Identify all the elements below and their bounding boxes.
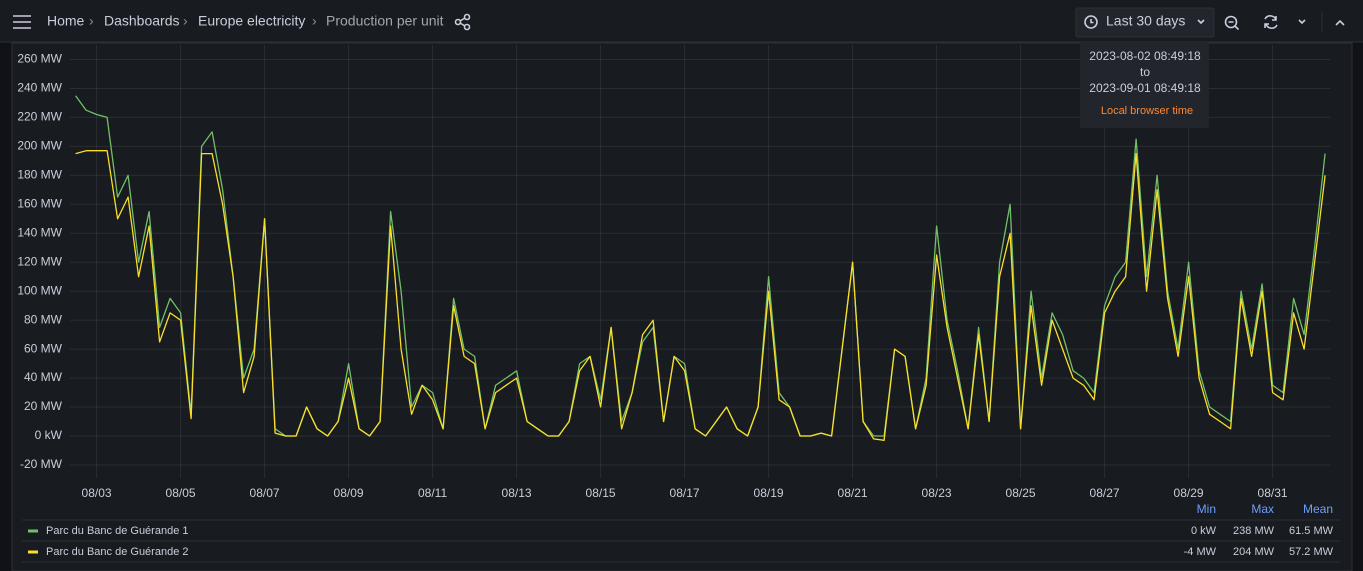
x-tick-label: 08/05 <box>166 486 196 500</box>
x-tick-label: 08/21 <box>838 486 868 500</box>
tooltip-to-label: to <box>1140 65 1150 79</box>
y-tick-label: 100 MW <box>17 283 62 297</box>
legend-header: Max <box>1251 502 1274 516</box>
x-tick-label: 08/13 <box>502 486 532 500</box>
zoom-out[interactable] <box>1224 15 1240 31</box>
refresh-chevron[interactable] <box>1298 19 1306 25</box>
collapse[interactable] <box>1335 19 1345 26</box>
y-tick-label: 260 MW <box>17 52 62 66</box>
x-tick-label: 08/23 <box>922 486 952 500</box>
time-picker-label[interactable]: Last 30 days <box>1106 13 1185 29</box>
y-tick-label: 80 MW <box>24 312 63 326</box>
tooltip-box <box>1080 42 1209 128</box>
y-tick-label: 200 MW <box>17 139 62 153</box>
y-tick-label: 180 MW <box>17 168 62 182</box>
y-tick-label: 20 MW <box>24 399 63 413</box>
y-tick-label: 240 MW <box>17 81 62 95</box>
x-tick-label: 08/19 <box>754 486 784 500</box>
legend-stat: 57.2 MW <box>1289 546 1334 558</box>
legend-stat: -4 MW <box>1184 546 1217 558</box>
y-tick-label: 160 MW <box>17 196 62 210</box>
breadcrumb-item[interactable]: Europe electricity <box>198 13 305 29</box>
x-tick-label: 08/25 <box>1006 486 1036 500</box>
breadcrumb-item[interactable]: Home <box>47 13 85 29</box>
breadcrumb-sep: › <box>89 13 94 29</box>
legend-header: Mean <box>1303 502 1333 516</box>
legend-label: Parc du Banc de Guérande 2 <box>46 546 188 558</box>
legend-label: Parc du Banc de Guérande 1 <box>46 525 188 537</box>
x-tick-label: 08/27 <box>1090 486 1120 500</box>
breadcrumb-current: Production per unit <box>326 13 444 29</box>
breadcrumb-sep: › <box>312 13 317 29</box>
y-tick-label: 140 MW <box>17 225 62 239</box>
plot: -20 MW 0 kW 20 MW 40 MW 60 MW 80 MW 100 MW 120 … <box>17 45 1330 500</box>
y-tick-label: 40 MW <box>24 370 63 384</box>
y-tick-label: 60 MW <box>24 341 63 355</box>
x-tick-label: 08/15 <box>586 486 616 500</box>
legend-stat: 238 MW <box>1233 525 1275 537</box>
tooltip-from: 2023-08-02 08:49:18 <box>1089 49 1201 63</box>
x-tick-label: 08/29 <box>1174 486 1204 500</box>
time-picker[interactable] <box>1075 7 1215 38</box>
y-tick-label: 0 kW <box>35 428 63 442</box>
series-line <box>75 150 1326 441</box>
x-tick-label: 08/11 <box>418 486 447 500</box>
x-tick-label: 08/03 <box>82 486 112 500</box>
x-tick-label: 08/31 <box>1258 486 1288 500</box>
legend-stat: 204 MW <box>1233 546 1275 558</box>
chevron <box>1197 19 1205 25</box>
tooltip-to: 2023-09-01 08:49:18 <box>1089 81 1201 95</box>
y-tick-label: 220 MW <box>17 110 62 124</box>
x-tick-label: 08/07 <box>250 486 280 500</box>
clock-hand <box>1090 19 1094 24</box>
legend-stat: 61.5 MW <box>1289 525 1334 537</box>
tooltip: 2023-08-02 08:49:18 to 2023-09-01 08:49:… <box>1080 42 1209 128</box>
refresh[interactable] <box>1264 15 1278 29</box>
y-tick-label: -20 MW <box>20 457 63 471</box>
x-tick-label: 08/09 <box>334 486 364 500</box>
breadcrumb-sep: › <box>183 13 188 29</box>
x-tick-label: 08/17 <box>670 486 700 500</box>
legend-header: Min <box>1197 502 1216 516</box>
tooltip-zone: Local browser time <box>1101 105 1193 117</box>
breadcrumb-item[interactable]: Dashboards <box>104 13 180 29</box>
menu-icon[interactable] <box>13 15 31 29</box>
clock-icon <box>1084 15 1098 29</box>
legend-stat: 0 kW <box>1191 525 1217 537</box>
share-icon[interactable] <box>454 13 471 31</box>
y-tick-label: 120 MW <box>17 254 62 268</box>
